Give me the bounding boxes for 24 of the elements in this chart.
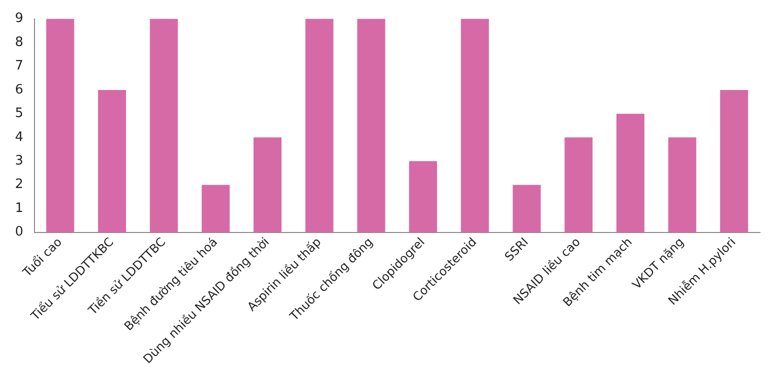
y-tick-label: 5 xyxy=(14,106,24,122)
y-tick-label: 7 xyxy=(14,58,24,74)
bar xyxy=(305,18,334,232)
bar xyxy=(150,18,178,232)
y-tick-label: 9 xyxy=(14,11,24,26)
y-tick-label: 1 xyxy=(14,200,24,216)
bar xyxy=(512,184,541,232)
bar xyxy=(202,184,230,232)
bar xyxy=(46,18,74,232)
y-tick-label: 6 xyxy=(14,82,24,98)
bar xyxy=(254,137,282,232)
bar xyxy=(357,18,386,232)
bar xyxy=(720,90,748,232)
y-tick-label: 2 xyxy=(14,177,24,192)
bar xyxy=(668,137,696,232)
y-tick-label: 4 xyxy=(14,130,24,145)
y-tick-label: 3 xyxy=(14,154,24,169)
bar xyxy=(98,90,126,232)
bar xyxy=(616,114,644,232)
bar xyxy=(409,161,438,232)
bar xyxy=(460,18,489,232)
y-tick-label: 8 xyxy=(14,34,24,50)
y-tick-label: 0 xyxy=(14,224,24,240)
bar xyxy=(564,137,593,232)
